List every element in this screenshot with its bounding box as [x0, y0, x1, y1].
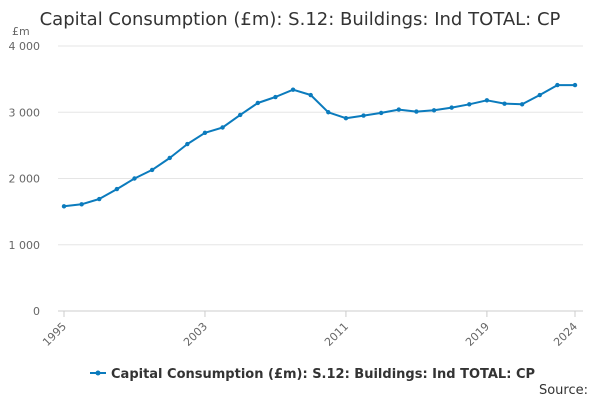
data-point[interactable] — [378, 110, 384, 116]
data-point[interactable] — [61, 204, 67, 209]
data-point[interactable] — [149, 167, 155, 173]
data-point[interactable] — [343, 116, 349, 121]
x-tick-label: 2019 — [463, 320, 492, 349]
y-tick-label: 1 000 — [9, 239, 41, 252]
data-point[interactable] — [185, 141, 190, 147]
legend-dot-marker — [95, 370, 101, 376]
data-point[interactable] — [114, 186, 120, 192]
y-tick-label: 3 000 — [9, 106, 41, 119]
data-point[interactable] — [361, 113, 366, 118]
data-point[interactable] — [572, 82, 578, 88]
legend-item-label[interactable]: Capital Consumption (£m): S.12: Building… — [111, 367, 535, 382]
data-point[interactable] — [519, 102, 525, 107]
data-point[interactable] — [484, 98, 490, 103]
x-axis: 1995 2003 2011 2019 2024 — [40, 310, 583, 349]
data-point[interactable] — [467, 102, 472, 107]
y-axis-unit-label: £m — [12, 25, 30, 38]
series-layer — [61, 82, 578, 209]
data-point[interactable] — [132, 176, 137, 181]
series-line — [63, 84, 575, 208]
data-point[interactable] — [238, 112, 243, 118]
chart-title: Capital Consumption (£m): S.12: Building… — [40, 9, 561, 30]
data-point[interactable] — [431, 108, 437, 113]
data-point[interactable] — [220, 125, 225, 130]
legend[interactable]: Capital Consumption (£m): S.12: Building… — [90, 367, 535, 382]
x-tick-label: 2024 — [551, 320, 580, 349]
data-point[interactable] — [502, 101, 507, 106]
data-point[interactable] — [414, 109, 419, 114]
y-tick-label: 2 000 — [9, 173, 41, 186]
data-point[interactable] — [326, 110, 331, 115]
data-point[interactable] — [396, 107, 401, 112]
x-tick-label: 2003 — [181, 320, 210, 349]
data-point[interactable] — [202, 130, 208, 135]
y-tick-label: 4 000 — [9, 40, 41, 53]
data-point[interactable] — [167, 155, 172, 161]
data-point[interactable] — [79, 202, 84, 207]
x-tick-label: 2011 — [322, 320, 351, 349]
source-label: Source: — [539, 383, 588, 398]
data-point[interactable] — [308, 92, 313, 98]
y-axis: 0 1 000 2 000 3 000 4 000 — [9, 40, 41, 318]
x-tick-label: 1995 — [40, 320, 69, 349]
data-point[interactable] — [255, 100, 261, 106]
data-point[interactable] — [290, 87, 296, 92]
data-point[interactable] — [273, 94, 278, 100]
y-tick-label: 0 — [33, 305, 40, 318]
data-point[interactable] — [555, 82, 560, 88]
data-point[interactable] — [449, 105, 454, 110]
data-point[interactable] — [537, 92, 542, 98]
data-point[interactable] — [97, 196, 102, 202]
